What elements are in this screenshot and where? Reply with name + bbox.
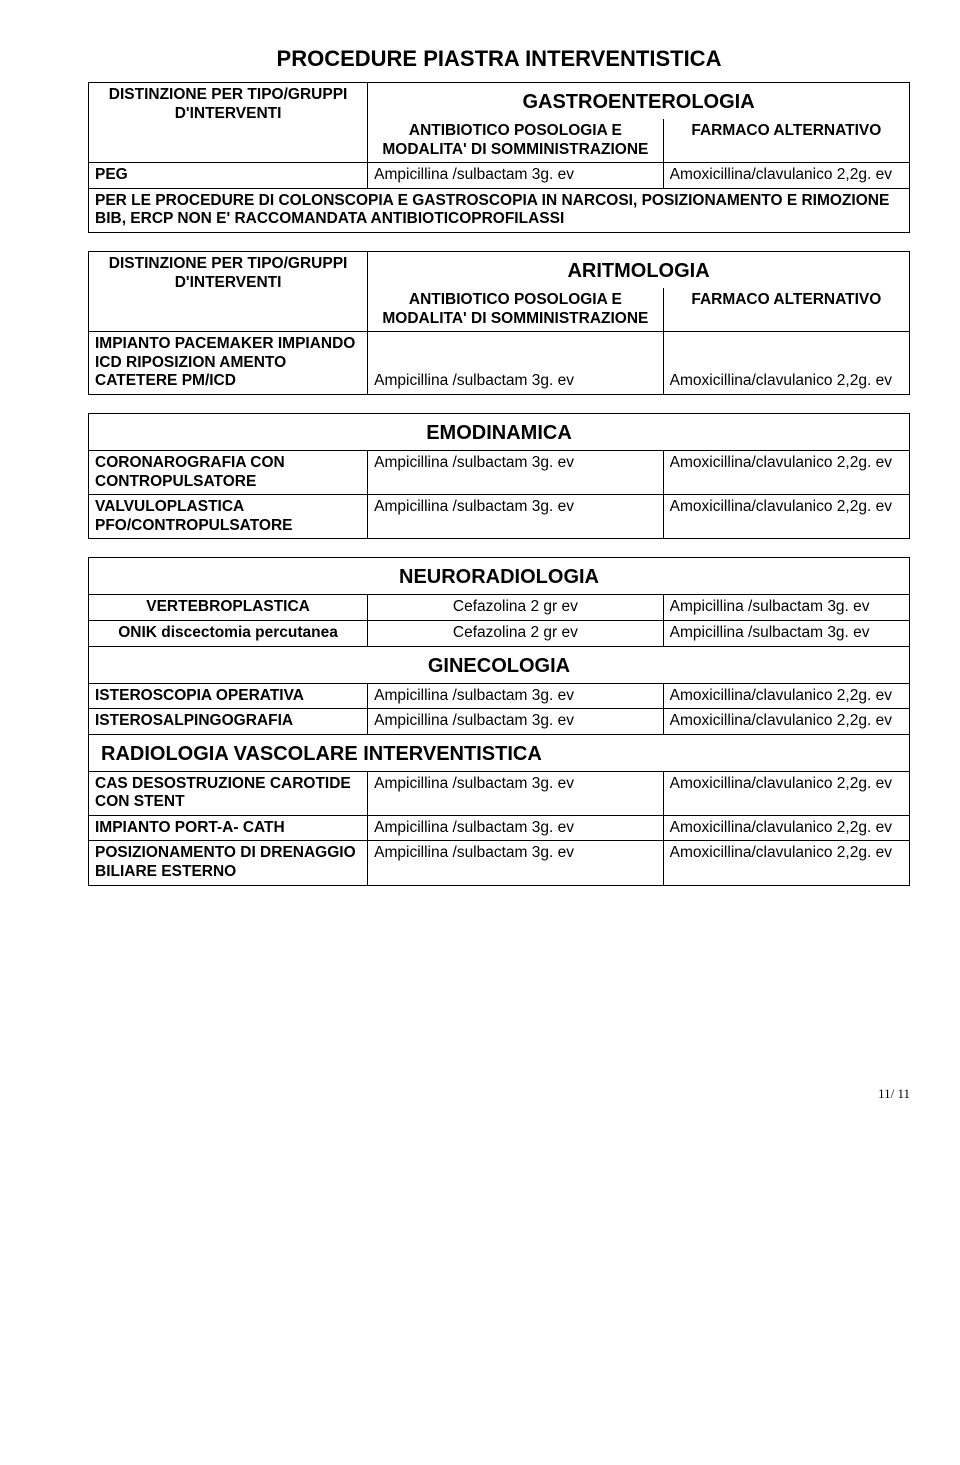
cell-c2: Cefazolina 2 gr ev [368, 620, 664, 646]
note-row: PER LE PROCEDURE DI COLONSCOPIA E GASTRO… [89, 188, 910, 232]
cell-c3: Amoxicillina/clavulanico 2,2g. ev [663, 771, 909, 815]
cell-c1: ONIK discectomia percutanea [89, 620, 368, 646]
col-header-1: DISTINZIONE PER TIPO/GRUPPI D'INTERVENTI [89, 251, 368, 331]
section-title-text: RADIOLOGIA VASCOLARE INTERVENTISTICA [95, 738, 903, 768]
table-row: IMPIANTO PORT-A- CATH Ampicillina /sulba… [89, 815, 910, 841]
col-header-3: FARMACO ALTERNATIVO [663, 288, 909, 332]
cell-c1: ISTEROSALPINGOGRAFIA [89, 709, 368, 735]
section-title-text: EMODINAMICA [95, 417, 903, 447]
table-row: ISTEROSALPINGOGRAFIA Ampicillina /sulbac… [89, 709, 910, 735]
section-title-text: GASTROENTEROLOGIA [374, 86, 903, 116]
page-number: 11/ 11 [88, 1086, 910, 1102]
cell-c2: Ampicillina /sulbactam 3g. ev [368, 841, 664, 885]
cell-c1: IMPIANTO PACEMAKER IMPIANDO ICD RIPOSIZI… [89, 332, 368, 395]
table-row: VALVULOPLASTICA PFO/CONTROPULSATORE Ampi… [89, 495, 910, 539]
table-row: CAS DESOSTRUZIONE CAROTIDE CON STENT Amp… [89, 771, 910, 815]
table-row: PEG Ampicillina /sulbactam 3g. ev Amoxic… [89, 163, 910, 189]
cell-c1: IMPIANTO PORT-A- CATH [89, 815, 368, 841]
table-row: CORONAROGRAFIA CON CONTROPULSATORE Ampic… [89, 450, 910, 494]
cell-c1: VALVULOPLASTICA PFO/CONTROPULSATORE [89, 495, 368, 539]
cell-c3: Amoxicillina/clavulanico 2,2g. ev [663, 815, 909, 841]
cell-c1: VERTEBROPLASTICA [89, 595, 368, 621]
section-title-gastro: GASTROENTEROLOGIA [368, 83, 910, 120]
section-title-radio: RADIOLOGIA VASCOLARE INTERVENTISTICA [89, 734, 910, 771]
col-header-3: FARMACO ALTERNATIVO [663, 119, 909, 163]
cell-c1: CAS DESOSTRUZIONE CAROTIDE CON STENT [89, 771, 368, 815]
table-aritmo: DISTINZIONE PER TIPO/GRUPPI D'INTERVENTI… [88, 251, 910, 395]
table-row: POSIZIONAMENTO DI DRENAGGIO BILIARE ESTE… [89, 841, 910, 885]
table-row: ISTEROSCOPIA OPERATIVA Ampicillina /sulb… [89, 683, 910, 709]
col-header-2: ANTIBIOTICO POSOLOGIA E MODALITA' DI SOM… [368, 119, 664, 163]
cell-c2: Ampicillina /sulbactam 3g. ev [368, 709, 664, 735]
table-neuro-gine-radio: NEURORADIOLOGIA VERTEBROPLASTICA Cefazol… [88, 557, 910, 885]
table-row: VERTEBROPLASTICA Cefazolina 2 gr ev Ampi… [89, 595, 910, 621]
cell-c2: Ampicillina /sulbactam 3g. ev [368, 332, 664, 395]
section-title-aritmo: ARITMOLOGIA [368, 251, 910, 288]
table-row: IMPIANTO PACEMAKER IMPIANDO ICD RIPOSIZI… [89, 332, 910, 395]
cell-c3: Ampicillina /sulbactam 3g. ev [663, 620, 909, 646]
cell-c2: Cefazolina 2 gr ev [368, 595, 664, 621]
table-row: ONIK discectomia percutanea Cefazolina 2… [89, 620, 910, 646]
cell-c2: Ampicillina /sulbactam 3g. ev [368, 683, 664, 709]
cell-c2: Ampicillina /sulbactam 3g. ev [368, 815, 664, 841]
section-title-text: NEURORADIOLOGIA [95, 561, 903, 591]
section-title-emo: EMODINAMICA [89, 413, 910, 450]
cell-c3: Amoxicillina/clavulanico 2,2g. ev [663, 332, 909, 395]
cell-c3: Amoxicillina/clavulanico 2,2g. ev [663, 495, 909, 539]
col-header-1: DISTINZIONE PER TIPO/GRUPPI D'INTERVENTI [89, 83, 368, 163]
section-title-text: GINECOLOGIA [95, 650, 903, 680]
cell-c3: Amoxicillina/clavulanico 2,2g. ev [663, 841, 909, 885]
cell-c3: Amoxicillina/clavulanico 2,2g. ev [663, 163, 909, 189]
cell-c2: Ampicillina /sulbactam 3g. ev [368, 163, 664, 189]
section-title-neuro: NEURORADIOLOGIA [89, 558, 910, 595]
section-title-text: ARITMOLOGIA [374, 255, 903, 285]
cell-c1: PEG [89, 163, 368, 189]
table-emo: EMODINAMICA CORONAROGRAFIA CON CONTROPUL… [88, 413, 910, 539]
section-title-gine: GINECOLOGIA [89, 646, 910, 683]
cell-c2: Ampicillina /sulbactam 3g. ev [368, 450, 664, 494]
gastro-note: PER LE PROCEDURE DI COLONSCOPIA E GASTRO… [89, 188, 910, 232]
cell-c3: Ampicillina /sulbactam 3g. ev [663, 595, 909, 621]
cell-c2: Ampicillina /sulbactam 3g. ev [368, 771, 664, 815]
cell-c2: Ampicillina /sulbactam 3g. ev [368, 495, 664, 539]
page-title: PROCEDURE PIASTRA INTERVENTISTICA [88, 46, 910, 72]
cell-c3: Amoxicillina/clavulanico 2,2g. ev [663, 709, 909, 735]
cell-c3: Amoxicillina/clavulanico 2,2g. ev [663, 450, 909, 494]
cell-c1: CORONAROGRAFIA CON CONTROPULSATORE [89, 450, 368, 494]
table-gastro: DISTINZIONE PER TIPO/GRUPPI D'INTERVENTI… [88, 82, 910, 233]
col-header-2: ANTIBIOTICO POSOLOGIA E MODALITA' DI SOM… [368, 288, 664, 332]
cell-c1: POSIZIONAMENTO DI DRENAGGIO BILIARE ESTE… [89, 841, 368, 885]
cell-c3: Amoxicillina/clavulanico 2,2g. ev [663, 683, 909, 709]
cell-c1: ISTEROSCOPIA OPERATIVA [89, 683, 368, 709]
